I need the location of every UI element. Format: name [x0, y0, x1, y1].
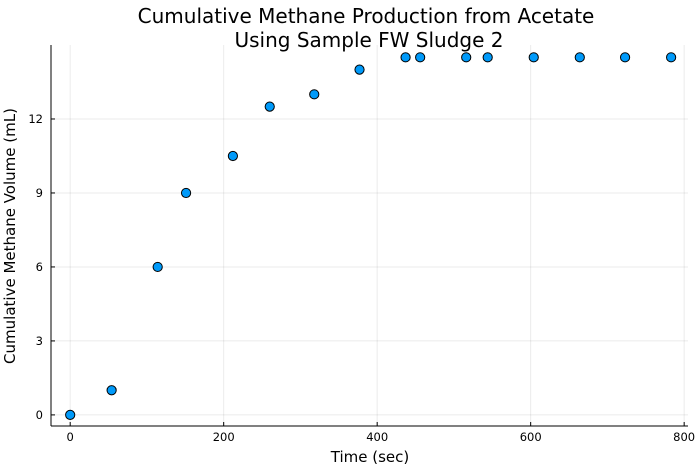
data-point — [528, 52, 539, 63]
data-point — [264, 101, 275, 112]
data-point — [415, 52, 426, 63]
data-point — [354, 64, 365, 75]
y-tick-label: 9 — [36, 186, 43, 200]
y-tick-label: 3 — [36, 334, 43, 348]
data-point — [180, 187, 192, 199]
y-tick-label: 6 — [36, 260, 43, 274]
data-point — [482, 52, 493, 63]
data-point — [152, 261, 163, 273]
ticks: 0 200 400 600 800 0 3 6 9 12 — [28, 112, 695, 444]
grid — [51, 45, 688, 426]
x-axis-label: Time (sec) — [330, 448, 409, 466]
data-point — [227, 150, 238, 162]
data-point — [574, 52, 585, 63]
y-tick-label: 0 — [36, 408, 43, 422]
x-tick-label: 0 — [67, 430, 74, 444]
data-point — [65, 409, 76, 421]
x-tick-label: 800 — [673, 430, 695, 444]
y-tick-label: 12 — [28, 112, 43, 126]
x-tick-label: 600 — [520, 430, 542, 444]
data-points — [65, 52, 677, 421]
data-point — [106, 385, 117, 396]
data-point — [400, 52, 411, 63]
data-point — [619, 52, 631, 63]
chart-title-line-2: Using Sample FW Sludge 2 — [234, 28, 503, 52]
axes — [50, 45, 688, 427]
y-axis-label: Cumulative Methane Volume (mL) — [1, 108, 19, 364]
x-tick-label: 400 — [366, 430, 388, 444]
x-tick-label: 200 — [213, 430, 235, 444]
chart-title-line-1: Cumulative Methane Production from Aceta… — [138, 4, 595, 28]
data-point — [309, 89, 320, 100]
data-point — [666, 52, 677, 63]
data-point — [461, 52, 472, 63]
